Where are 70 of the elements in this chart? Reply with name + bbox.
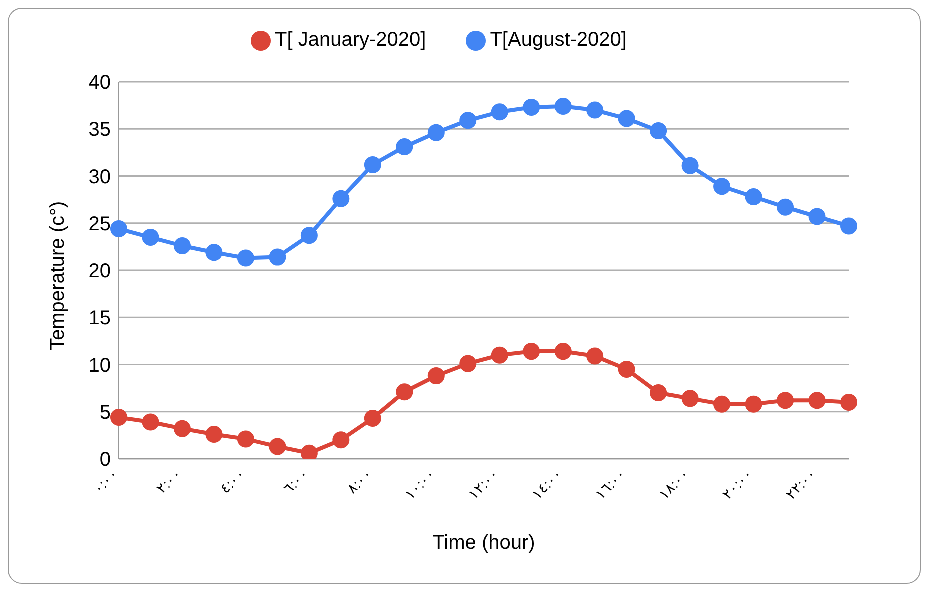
- point: [523, 343, 540, 360]
- y-tick-label: 15: [88, 308, 111, 330]
- point: [491, 104, 508, 121]
- y-tick-label: 40: [88, 72, 111, 94]
- point: [269, 248, 286, 266]
- point: [206, 244, 223, 262]
- point: [586, 102, 604, 119]
- point: [237, 430, 254, 448]
- point: [618, 110, 636, 128]
- point: [460, 355, 477, 372]
- point: [460, 112, 477, 130]
- point: [650, 384, 668, 402]
- x-tick-label: ٢٢:٠٠: [782, 466, 820, 502]
- legend-label: T[ January-2020]: [275, 29, 426, 51]
- x-tick-label: ٦:٠٠: [280, 466, 312, 497]
- point: [174, 237, 191, 254]
- point: [364, 156, 382, 174]
- point: [714, 178, 731, 196]
- point: [745, 188, 762, 206]
- x-tick-label: ١٦:٠٠: [592, 466, 629, 502]
- point: [491, 346, 508, 364]
- point: [682, 157, 699, 174]
- point: [840, 394, 858, 411]
- x-tick-label: ٢٠:٠٠: [719, 466, 756, 502]
- point: [396, 138, 414, 156]
- point: [714, 396, 731, 413]
- y-axis-title: Temperature (c°): [47, 201, 70, 350]
- x-tick-label: ١٨:٠٠: [656, 466, 692, 502]
- point: [300, 227, 318, 244]
- x-tick-label: ٨:٠٠: [344, 466, 376, 497]
- point: [332, 190, 350, 208]
- point: [682, 390, 699, 408]
- point: [174, 420, 191, 438]
- point: [554, 343, 572, 360]
- point: [618, 360, 636, 378]
- point: [777, 198, 794, 216]
- y-tick-label: 10: [88, 354, 111, 377]
- legend-label: T[August-2020]: [490, 29, 627, 51]
- point: [396, 384, 414, 401]
- x-tick-label: ١٠:٠٠: [402, 466, 439, 502]
- point: [650, 122, 668, 140]
- point: [586, 348, 604, 365]
- x-tick-label: ١٤:٠٠: [528, 466, 566, 502]
- x-tick-label: ١٢:٠٠: [465, 466, 502, 502]
- point: [808, 208, 826, 226]
- point: [142, 229, 160, 246]
- x-tick-label: ٢:٠٠: [154, 466, 185, 497]
- x-tick-label: ٤:٠٠: [217, 466, 248, 497]
- point: [332, 432, 350, 449]
- y-tick-label: 25: [88, 213, 111, 236]
- point: [110, 220, 128, 238]
- point: [269, 438, 286, 456]
- point: [237, 250, 254, 267]
- point: [808, 392, 826, 410]
- point: [206, 426, 223, 443]
- point: [428, 124, 445, 142]
- point: [428, 368, 445, 385]
- point: [554, 98, 572, 116]
- point: [142, 414, 160, 431]
- y-tick-label: 35: [88, 119, 111, 142]
- point: [745, 396, 762, 413]
- point: [364, 410, 382, 427]
- x-axis-title: Time (hour): [432, 532, 536, 554]
- point: [110, 409, 128, 426]
- point: [840, 218, 858, 235]
- y-tick-label: 5: [100, 402, 111, 424]
- point: [777, 392, 794, 410]
- y-tick-label: 20: [88, 260, 111, 283]
- y-tick-label: 30: [88, 166, 111, 188]
- point: [523, 98, 540, 116]
